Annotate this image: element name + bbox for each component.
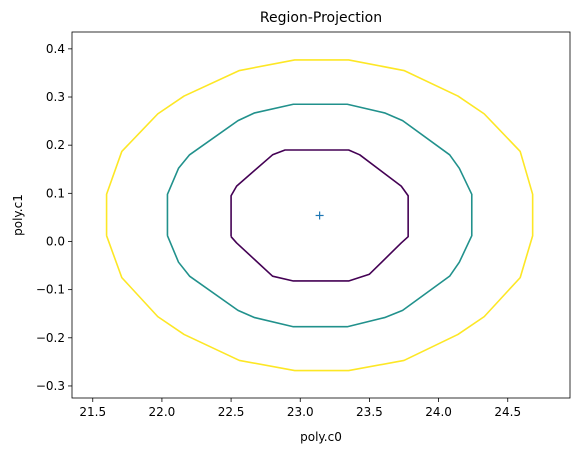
plot-frame [71, 31, 571, 399]
marker-layer [315, 211, 324, 220]
y-tick-label: 0.2 [46, 138, 65, 152]
x-tick-label: 24.0 [425, 405, 452, 419]
x-tick-label: 23.0 [287, 405, 314, 419]
x-tick-label: 22.5 [218, 405, 245, 419]
y-axis-ticks: −0.3 −0.2 −0.1 0.0 0.1 0.2 0.3 0.4 [36, 42, 72, 393]
plot-lines [105, 59, 534, 372]
series-line-2 [105, 59, 534, 372]
x-tick-label: 24.5 [494, 405, 521, 419]
y-tick-label: 0.1 [46, 186, 65, 200]
y-tick-label: −0.3 [36, 379, 65, 393]
y-tick-label: −0.1 [36, 283, 65, 297]
y-tick-label: 0.3 [46, 90, 65, 104]
series-line-0 [230, 149, 409, 282]
x-tick-label: 23.5 [356, 405, 383, 419]
y-tick-label: 0.4 [46, 42, 65, 56]
x-tick-label: 22.0 [149, 405, 176, 419]
y-axis-label: poly.c1 [11, 194, 25, 236]
y-tick-label: 0.0 [46, 234, 65, 248]
series-line-1 [166, 103, 473, 328]
chart-title: Region-Projection [260, 10, 382, 26]
x-axis-ticks: 21.5 22.0 22.5 23.0 23.5 24.0 24.5 [79, 398, 521, 419]
y-tick-label: −0.2 [36, 331, 65, 345]
x-axis-label: poly.c0 [300, 430, 342, 444]
center-marker [315, 211, 324, 220]
x-tick-label: 21.5 [79, 405, 106, 419]
